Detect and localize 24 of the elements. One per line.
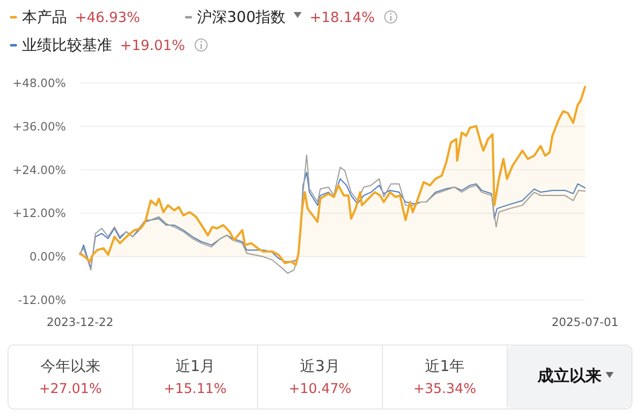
y-tick-label: +12.00% — [12, 206, 66, 220]
y-tick-label: 0.00% — [29, 250, 66, 264]
legend-label: 本产品 — [22, 8, 67, 26]
text: +46.93% — [75, 10, 140, 26]
y-tick-label: +24.00% — [12, 162, 66, 177]
category-label: 近3月 — [300, 357, 340, 375]
line-series — [79, 154, 586, 274]
legend-label: 沪深300指数 — [197, 8, 286, 26]
y-tick-label: +48.00% — [12, 76, 66, 90]
text: +27.01% — [39, 381, 102, 397]
legend-label: 业绩比较基准 — [22, 36, 112, 54]
x-tick-label: 2025-07-01 — [552, 315, 618, 329]
text: +10.47% — [288, 381, 352, 397]
text: +19.01% — [120, 38, 186, 54]
text: +18.14% — [310, 10, 375, 26]
category-label: 近1年 — [425, 357, 465, 375]
category-label: 今年以来 — [40, 357, 100, 375]
x-tick-label: 2023-12-22 — [46, 315, 114, 329]
y-tick-label: -12.00% — [18, 293, 66, 307]
category-label: 近1月 — [175, 357, 215, 375]
category-label: 成立以来 — [536, 366, 602, 385]
text: +35.34% — [413, 381, 476, 397]
y-tick-label: +36.00% — [12, 119, 66, 134]
text: +15.11% — [164, 381, 227, 397]
